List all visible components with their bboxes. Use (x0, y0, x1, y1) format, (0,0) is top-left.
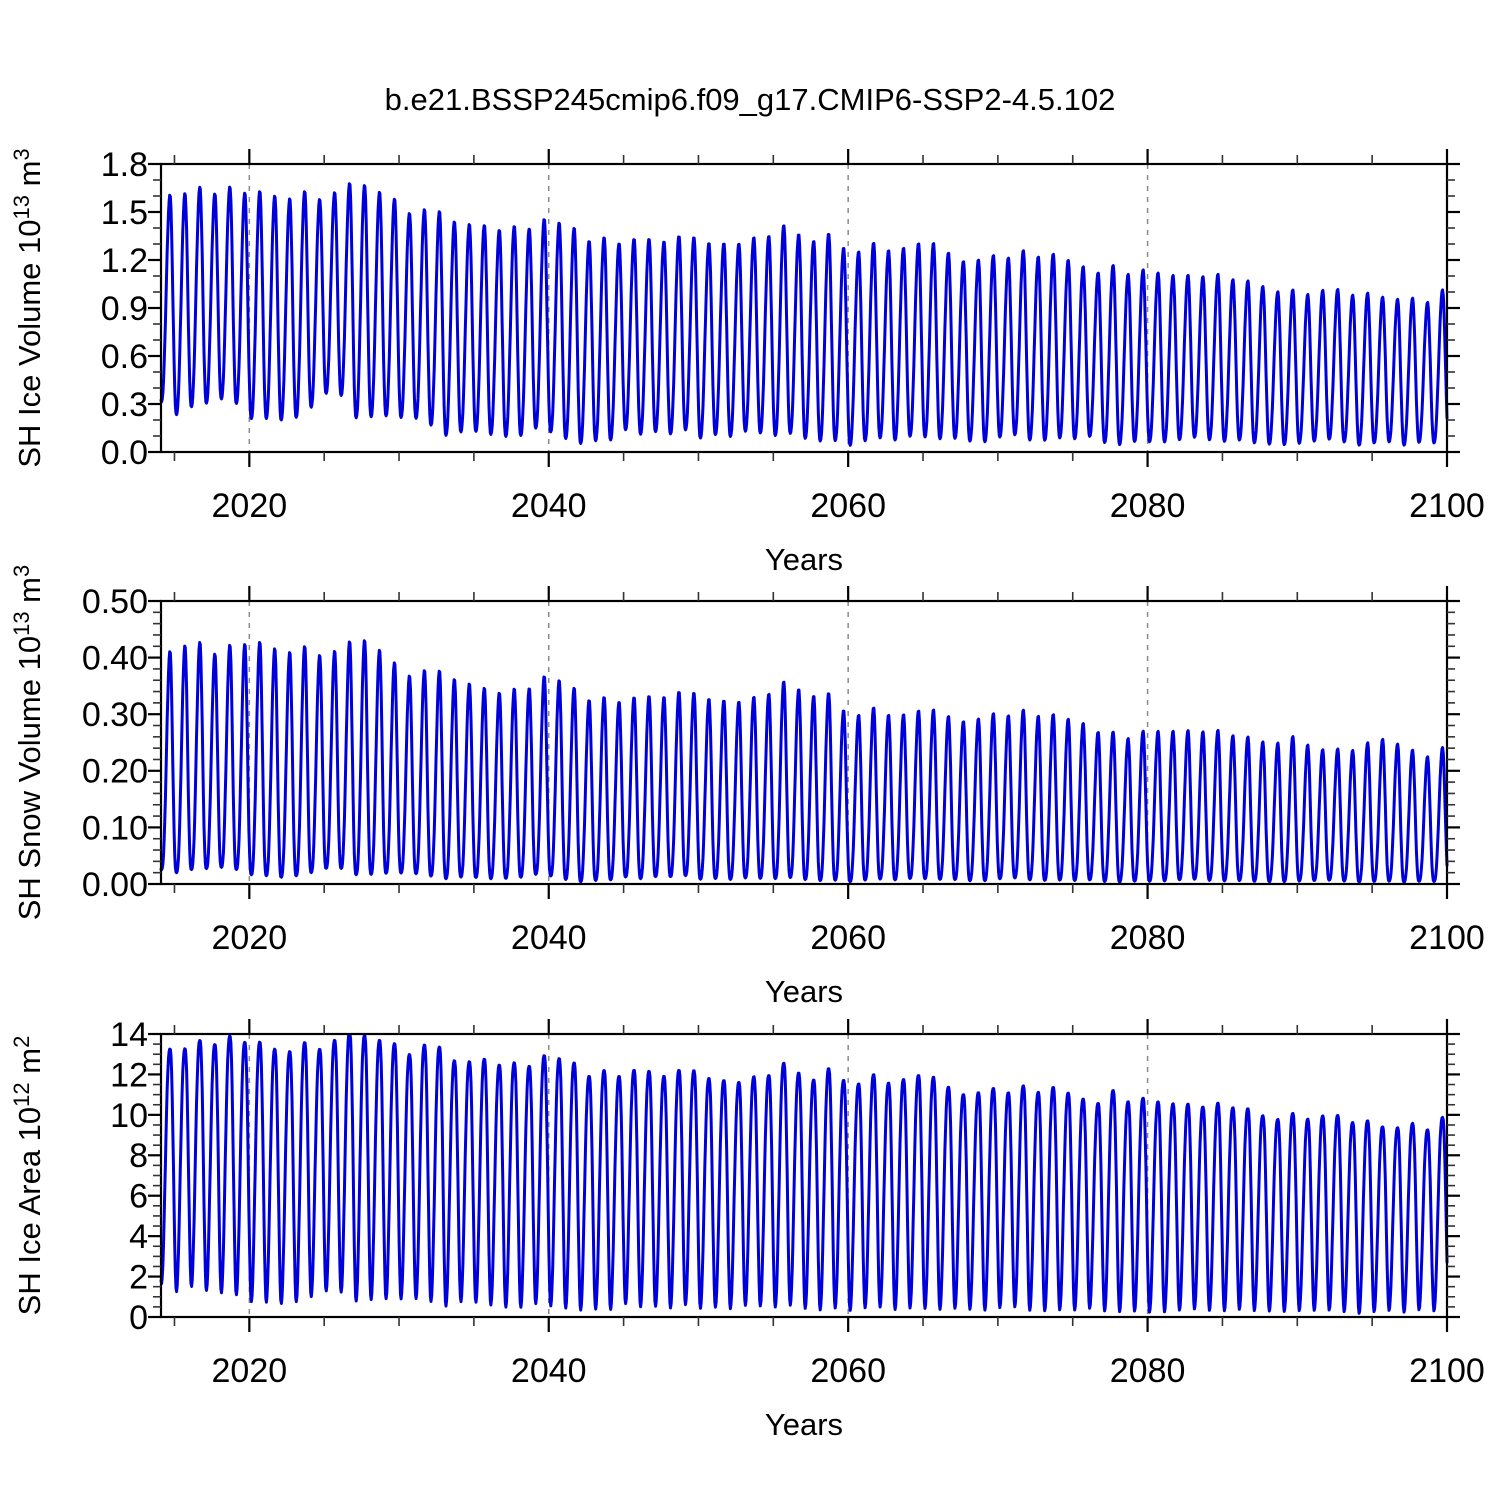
y-tick-label: 8 (129, 1137, 148, 1175)
x-tick-label: 2040 (511, 1352, 587, 1390)
x-tick-label: 2080 (1110, 1352, 1186, 1390)
y-axis-title-superscript: 3 (9, 565, 34, 577)
sh-ice-area-series-line (159, 1033, 1449, 1315)
y-tick-label: 0.3 (101, 386, 148, 424)
x-tick-label: 2080 (1110, 487, 1186, 525)
y-tick-label: 12 (110, 1056, 148, 1094)
x-tick-label: 2020 (212, 1352, 288, 1390)
y-tick-label: 0.40 (82, 640, 148, 678)
y-axis-title-superscript: 3 (9, 148, 34, 160)
y-axis-title-text: SH Snow Volume 10 (12, 636, 47, 920)
y-tick-label: 10 (110, 1097, 148, 1135)
panel-sh-ice-volume: 2020 2040 2060 2080 2100 0.0 0.3 0.6 0.9 1.2 1.5 1.… (9, 146, 1485, 577)
y-axis-title-superscript: 13 (9, 611, 34, 635)
y-axis-title-text: m (12, 577, 47, 611)
y-axis-title-superscript: 12 (9, 1082, 34, 1106)
y-axis-title: SH Snow Volume 1013 m3 (9, 565, 47, 921)
y-axis-title-text: m (12, 161, 47, 195)
x-tick-label: 2060 (810, 919, 886, 957)
y-axis-title-text: m (12, 1048, 47, 1082)
y-tick-label: 0 (129, 1299, 148, 1337)
y-axis-title: SH Ice Area 1012 m2 (9, 1036, 47, 1316)
sh-ice-volume-series-line (159, 182, 1449, 447)
y-tick-label: 0.6 (101, 338, 148, 376)
x-tick-label: 2100 (1409, 1352, 1485, 1390)
y-tick-label: 2 (129, 1258, 148, 1296)
chart-title: b.e21.BSSP245cmip6.f09_g17.CMIP6-SSP2-4.… (384, 82, 1116, 117)
x-axis-title: Years (765, 542, 843, 577)
y-tick-label: 0.30 (82, 696, 148, 734)
y-axis-title: SH Ice Volume 1013 m3 (9, 148, 47, 467)
y-tick-label: 0.9 (101, 290, 148, 328)
x-axis-title: Years (765, 974, 843, 1009)
y-tick-label: 14 (110, 1016, 148, 1054)
y-tick-label: 0.50 (82, 583, 148, 621)
x-tick-label: 2020 (212, 919, 288, 957)
y-axis-title-superscript: 13 (9, 195, 34, 219)
y-tick-label: 0.10 (82, 809, 148, 847)
y-axis-title-superscript: 2 (9, 1036, 34, 1048)
x-tick-label: 2060 (810, 1352, 886, 1390)
y-tick-label: 4 (129, 1218, 148, 1256)
y-tick-label: 1.5 (101, 194, 148, 232)
x-tick-label: 2100 (1409, 919, 1485, 957)
y-tick-label: 1.2 (101, 242, 148, 280)
y-tick-label: 6 (129, 1178, 148, 1216)
plot-frame (159, 599, 1449, 886)
x-tick-label: 2040 (511, 487, 587, 525)
y-tick-label: 0.20 (82, 753, 148, 791)
x-tick-label: 2060 (810, 487, 886, 525)
panel-sh-snow-volume: 2020 2040 2060 2080 2100 0.00 0.10 0.20 0.30 0.40… (9, 565, 1485, 1009)
y-tick-label: 1.8 (101, 146, 148, 184)
x-tick-label: 2100 (1409, 487, 1485, 525)
y-tick-label: 0.00 (82, 866, 148, 904)
sh-snow-volume-series-line (159, 639, 1449, 884)
y-axis-title-text: SH Ice Area 10 (12, 1107, 47, 1316)
x-tick-label: 2080 (1110, 919, 1186, 957)
x-tick-label: 2040 (511, 919, 587, 957)
x-axis-title: Years (765, 1407, 843, 1442)
y-axis-title-text: SH Ice Volume 10 (12, 220, 47, 468)
x-tick-label: 2020 (212, 487, 288, 525)
y-tick-label: 0.0 (101, 434, 148, 472)
